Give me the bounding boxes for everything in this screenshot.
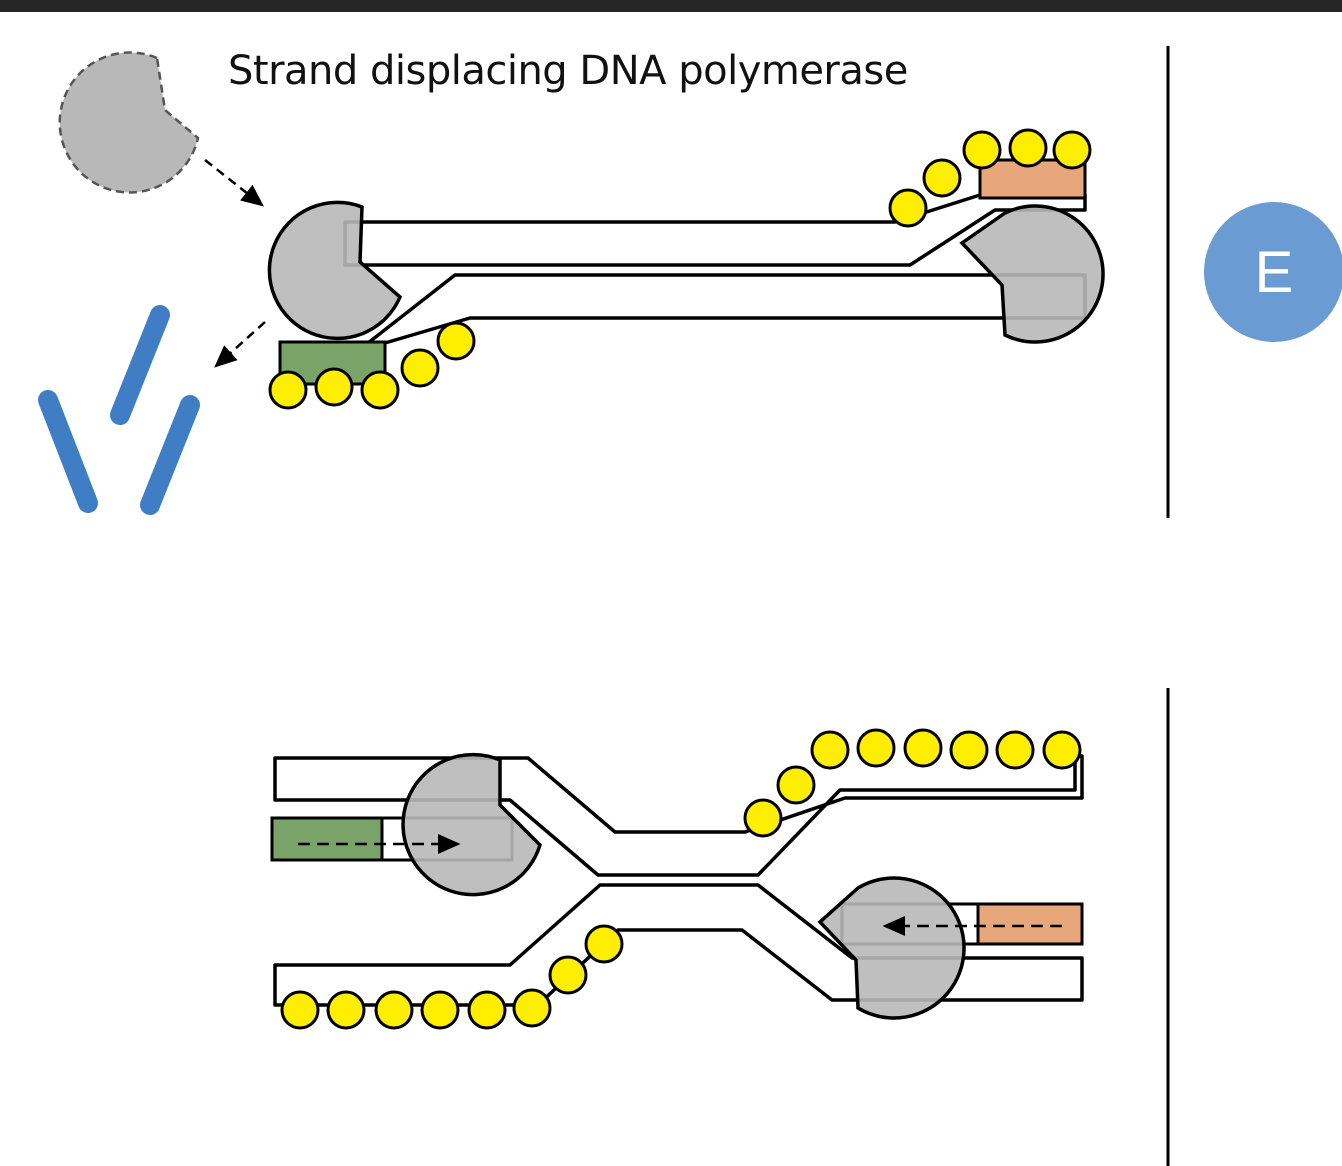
panel-badge: E [1204, 202, 1342, 342]
bead-chain-left-top [268, 321, 476, 410]
diagram-title: Strand displacing DNA polymerase [228, 48, 908, 94]
top-bar [0, 0, 1342, 12]
primer-right-bottom [976, 902, 1084, 946]
outgoing-arrow [214, 321, 266, 368]
incoming-polymerase-icon [58, 51, 200, 194]
polymerase-left-top [267, 200, 403, 341]
bead-chain-right-bottom [743, 728, 1082, 838]
polymerase-left-bottom [401, 752, 542, 897]
degraded-fragments-icon [38, 305, 200, 515]
incoming-arrow [204, 159, 264, 207]
dna-strand-lower [366, 273, 1087, 345]
primer-left-bottom [270, 816, 384, 862]
polymerase-right-bottom [817, 876, 966, 1020]
bead-chain-right-top [888, 128, 1092, 228]
polymerase-right-top [959, 204, 1105, 344]
bead-chain-left-bottom [280, 924, 624, 1030]
